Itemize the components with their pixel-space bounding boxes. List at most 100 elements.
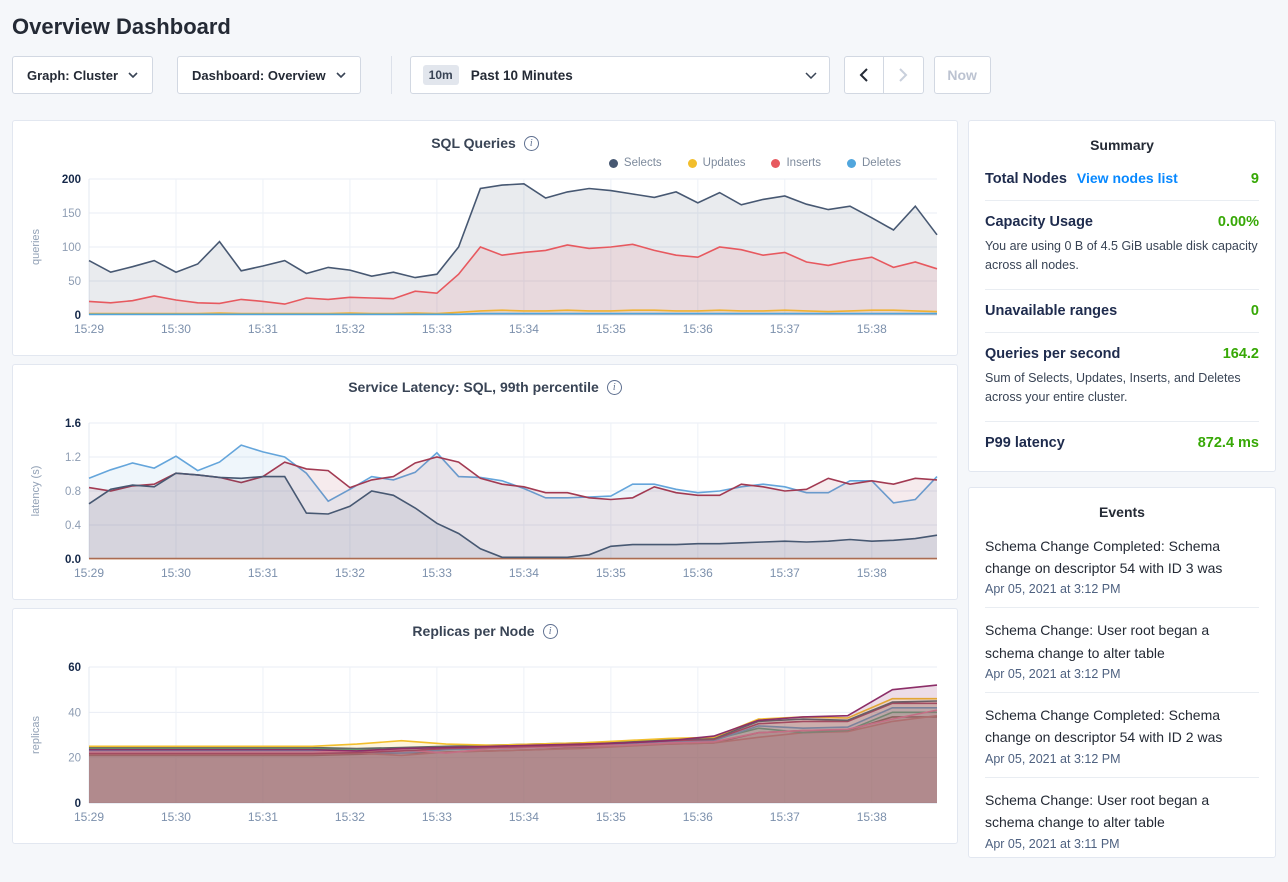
info-icon[interactable]: i (523, 135, 539, 151)
chevron-down-icon (128, 72, 138, 78)
page-title: Overview Dashboard (12, 14, 231, 39)
svg-text:latency (s): latency (s) (30, 466, 42, 517)
chevron-down-icon (805, 71, 817, 79)
event-item: Schema Change: User root began a schema … (985, 778, 1259, 857)
svg-text:0.8: 0.8 (65, 486, 81, 498)
svg-text:15:35: 15:35 (596, 810, 626, 824)
legend-item-deletes[interactable]: Deletes (847, 157, 901, 169)
chart-panel-replicas-per-node: Replicas per Node i 0 20 40 60 15:29 15:30 15:… (12, 608, 958, 844)
svg-text:1.2: 1.2 (65, 452, 81, 464)
summary-row-unavailable-ranges: Unavailable ranges 0 (985, 290, 1259, 333)
svg-text:15:33: 15:33 (422, 810, 452, 824)
summary-row-value: 0.00% (1217, 214, 1259, 230)
summary-row-value: 164.2 (1222, 345, 1259, 362)
event-timestamp: Apr 05, 2021 at 3:12 PM (985, 667, 1121, 682)
legend-label: Deletes (862, 157, 901, 169)
event-text: Schema Change: User root began a schema … (985, 622, 1210, 661)
event-timestamp: Apr 05, 2021 at 3:12 PM (985, 751, 1121, 766)
next-range-button (883, 56, 924, 94)
svg-text:15:30: 15:30 (161, 322, 191, 336)
summary-row-label: Unavailable ranges (985, 302, 1118, 319)
summary-row-total-nodes: Total Nodes View nodes list 9 (985, 157, 1259, 201)
dashboard-label: Dashboard: Overview (192, 67, 326, 83)
svg-text:15:33: 15:33 (422, 566, 452, 580)
info-icon[interactable]: i (606, 379, 622, 395)
event-text: Schema Change: User root began a schema … (985, 791, 1210, 831)
event-item: Schema Change Completed: Schema change o… (985, 524, 1259, 609)
svg-text:queries: queries (30, 228, 42, 265)
chart-legend (25, 643, 945, 659)
svg-text:40: 40 (68, 707, 81, 719)
svg-text:15:32: 15:32 (335, 322, 365, 336)
chevron-left-icon (859, 68, 868, 82)
view-nodes-list-link[interactable]: View nodes list (1076, 170, 1178, 186)
summary-row-label: Capacity Usage (985, 214, 1093, 230)
sidebar: Summary Total Nodes View nodes list 9 Capac… (968, 120, 1276, 858)
svg-text:15:29: 15:29 (74, 810, 104, 824)
svg-text:0.0: 0.0 (65, 554, 81, 566)
summary-row-label: Queries per second (985, 345, 1121, 362)
svg-text:15:30: 15:30 (161, 566, 191, 580)
updates-legend-dot (687, 158, 697, 168)
svg-text:60: 60 (68, 662, 81, 674)
summary-row-queries-per-second: Queries per second 164.2 Sum of Selects, U… (985, 333, 1259, 422)
svg-text:15:32: 15:32 (335, 810, 365, 824)
legend-item-selects[interactable]: Selects (608, 157, 662, 169)
svg-text:15:31: 15:31 (248, 322, 278, 336)
chart-header: Service Latency: SQL, 99th percentile i (25, 375, 945, 399)
legend-label: Inserts (786, 157, 821, 169)
event-item: Schema Change Completed: Schema change o… (985, 693, 1259, 778)
graph-scope-dropdown[interactable]: Graph: Cluster (12, 56, 154, 94)
service-latency-chart[interactable]: 0.0 0.4 0.8 1.2 1.6 15:29 15:30 15:31 15:32 15:33… (25, 415, 945, 587)
chart-legend (25, 399, 945, 415)
replicas-per-node-chart[interactable]: 0 20 40 60 15:29 15:30 15:31 15:32 15:33 15:34 15:… (25, 659, 945, 831)
summary-row-label: Total Nodes (985, 171, 1067, 187)
summary-row-capacity-usage: Capacity Usage 0.00% You are using 0 B of … (985, 201, 1259, 290)
svg-text:0: 0 (75, 798, 81, 810)
time-range-picker[interactable]: 10m Past 10 Minutes (409, 56, 830, 94)
svg-text:15:38: 15:38 (857, 322, 887, 336)
time-range-badge: 10m (422, 65, 459, 85)
summary-row-label: P99 latency (985, 434, 1065, 451)
toolbar: Graph: Cluster Dashboard: Overview 10m P… (12, 56, 1276, 94)
event-text: Schema Change Completed: Schema change o… (985, 707, 1223, 746)
svg-text:15:34: 15:34 (509, 810, 539, 824)
svg-text:15:29: 15:29 (74, 322, 104, 336)
graph-scope-label: Graph: Cluster (27, 67, 119, 83)
inserts-legend-dot (771, 158, 781, 168)
svg-text:100: 100 (62, 242, 81, 254)
svg-text:15:30: 15:30 (161, 810, 191, 824)
svg-text:15:37: 15:37 (770, 566, 800, 580)
svg-text:replicas: replicas (30, 716, 42, 754)
svg-text:15:36: 15:36 (683, 322, 713, 336)
chart-legend: Selects Updates Inserts Deletes (25, 155, 945, 171)
summary-row-value: 0 (1250, 302, 1259, 319)
sql-queries-chart[interactable]: 0 50 100 150 200 15:29 15:30 15:31 15:32 15:33 15:… (25, 171, 945, 343)
event-timestamp: Apr 05, 2021 at 3:11 PM (985, 836, 1120, 851)
chart-title: Service Latency: SQL, 99th percentile (348, 379, 599, 395)
summary-panel: Summary Total Nodes View nodes list 9 Capac… (968, 120, 1276, 472)
svg-text:15:38: 15:38 (857, 566, 887, 580)
legend-label: Updates (702, 157, 746, 169)
deletes-legend-dot (847, 158, 856, 168)
legend-item-updates[interactable]: Updates (687, 157, 746, 169)
legend-label: Selects (623, 157, 662, 169)
svg-text:20: 20 (68, 753, 81, 765)
events-title: Events (1099, 503, 1145, 520)
summary-row-value: 9 (1250, 171, 1259, 187)
events-list: Schema Change Completed: Schema change o… (985, 524, 1259, 858)
summary-rows: Total Nodes View nodes list 9 Capacity Usag… (985, 157, 1259, 457)
toolbar-divider (390, 56, 392, 94)
chevron-right-icon (899, 68, 908, 82)
event-text: Schema Change Completed: Schema change o… (985, 537, 1223, 576)
info-icon[interactable]: i (542, 623, 558, 639)
svg-text:15:37: 15:37 (770, 322, 800, 336)
charts-column: SQL Queries i Selects Updates Inserts Delet… (12, 120, 958, 858)
event-timestamp: Apr 05, 2021 at 3:12 PM (985, 582, 1121, 597)
legend-item-inserts[interactable]: Inserts (771, 157, 821, 169)
prev-range-button[interactable] (843, 56, 884, 94)
svg-text:15:36: 15:36 (683, 566, 713, 580)
dashboard-dropdown[interactable]: Dashboard: Overview (177, 56, 361, 94)
time-range-pager (843, 56, 924, 94)
now-button: Now (933, 56, 991, 94)
